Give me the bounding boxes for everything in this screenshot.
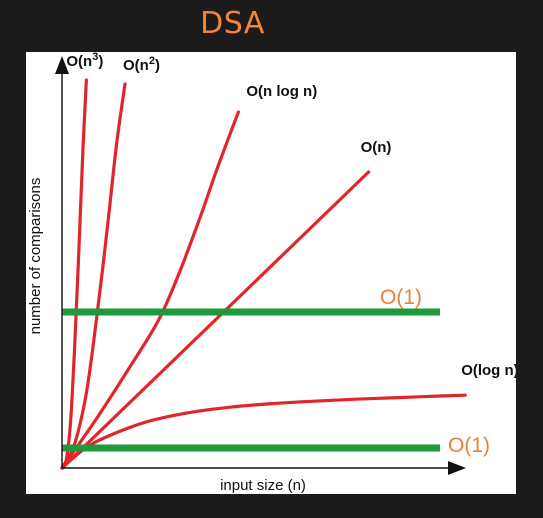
series-line-o-n2-1 [60,82,127,470]
series-label-o-n2-1: O(n2) [123,55,160,74]
series-line-o-n-log-n-2 [60,110,240,470]
y-axis-label: number of comparisons [27,178,44,335]
series-line-o-n-3 [60,170,371,470]
series-labels: O(n3) O(n2) O(n log n) O(n) O(log n) O(1) O(1) [66,52,516,457]
series-lines [60,78,467,470]
x-axis-label: input size (n) [220,477,306,494]
series-line-o-log-n-4 [60,393,467,470]
axes [55,56,466,475]
x-axis-arrow [448,461,466,475]
chart-panel: input size (n) number of comparisons O(n… [26,52,516,494]
chart-title: DSA [200,6,265,41]
y-axis-arrow [55,56,69,74]
series-label-o-1-6: O(1) [448,434,490,457]
series-label-o-n-log-n-2: O(n log n) [246,83,317,100]
series-label-o-1-5: O(1) [380,286,422,309]
series-label-o-n3-0: O(n3) [66,52,103,70]
series-label-o-n-3: O(n) [361,139,392,156]
series-label-o-log-n-4: O(log n) [461,362,516,379]
complexity-chart: input size (n) number of comparisons O(n… [27,52,516,494]
